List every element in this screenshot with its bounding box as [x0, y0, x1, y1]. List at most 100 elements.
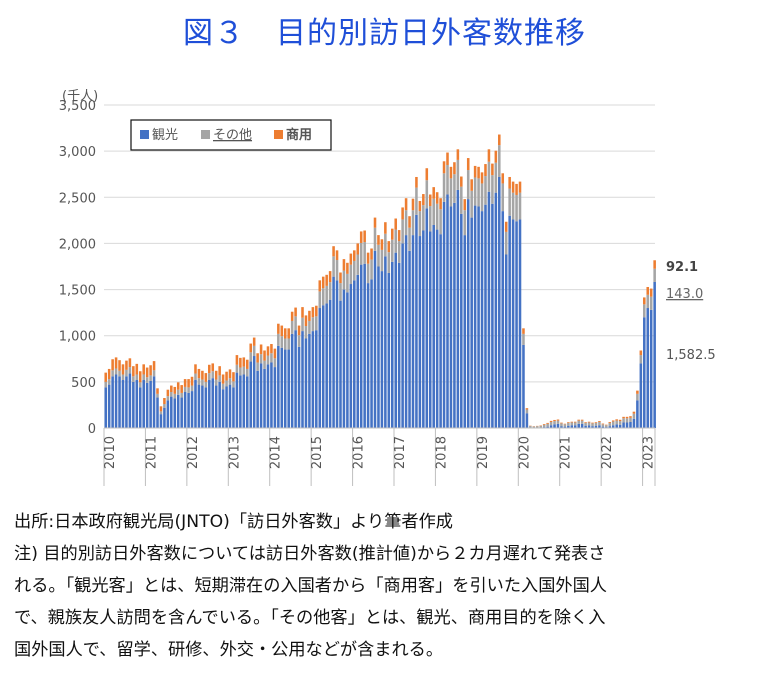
bar-segment-tourism: [246, 376, 249, 428]
bar-segment-other: [484, 176, 487, 205]
bar-segment-tourism: [297, 346, 301, 428]
notes-block: 出所:日本政府観光局(JNTO)「訪日外客数」より筆者作成 注) 目的別訪日外客…: [14, 506, 766, 666]
bar-segment-other: [190, 385, 194, 392]
legend: 観光 その他 商用: [130, 119, 332, 151]
bar-segment-business: [484, 164, 487, 177]
bar-segment-business: [511, 181, 515, 193]
bar-segment-tourism: [201, 385, 204, 428]
bar-segment-business: [380, 239, 384, 250]
bar-segment-tourism: [608, 426, 612, 428]
bar-segment-tourism: [466, 199, 470, 428]
bar-segment-tourism: [128, 373, 132, 428]
bar-segment-business: [487, 149, 491, 162]
bar-segment-tourism: [270, 362, 273, 428]
bar-segment-business: [408, 216, 411, 228]
bar-segment-business: [387, 241, 391, 253]
bar-segment-business: [132, 366, 135, 377]
bar-segment-business: [611, 420, 615, 422]
y-tick-label: 500: [71, 376, 96, 391]
bar-segment-tourism: [580, 423, 584, 428]
x-tick-label: 2022: [600, 436, 615, 469]
x-tick-label: 2010: [103, 436, 118, 469]
bar-segment-tourism: [225, 386, 228, 428]
bar-segment-business: [252, 337, 256, 346]
bar-segment-other: [208, 373, 211, 381]
bar-segment-tourism: [328, 299, 332, 428]
bar-segment-other: [349, 264, 353, 285]
bar-segment-tourism: [290, 333, 294, 428]
bar-segment-other: [601, 424, 605, 427]
bar-segment-business: [283, 328, 287, 339]
bar-segment-tourism: [422, 230, 425, 428]
bar-segment-other: [328, 282, 332, 300]
bar-segment-other: [460, 186, 463, 214]
bar-segment-other: [435, 203, 439, 230]
annotation-business-value: 92.1: [666, 260, 698, 275]
bar-segment-tourism: [563, 426, 567, 428]
x-tick-label: 2012: [186, 436, 201, 469]
bar-segment-other: [221, 383, 225, 390]
bar-segment-tourism: [266, 364, 270, 428]
bar-segment-other: [242, 366, 246, 375]
bar-segment-tourism: [442, 201, 446, 428]
bar-segment-tourism: [415, 214, 418, 428]
bar-segment-business: [553, 419, 556, 422]
bar-segment-tourism: [511, 219, 515, 428]
bar-segment-business: [246, 359, 249, 369]
bar-segment-other: [515, 194, 518, 222]
bar-segment-business: [556, 419, 560, 421]
bar-segment-business: [166, 389, 170, 397]
bar-segment-business: [546, 422, 549, 424]
bar-segment-other: [359, 242, 363, 265]
bar-segment-business: [422, 194, 425, 206]
bar-segment-business: [460, 176, 463, 187]
bar-segment-other: [132, 376, 135, 382]
bar-segment-tourism: [239, 375, 242, 428]
bar-segment-other: [653, 268, 656, 282]
bar-segment-business: [145, 367, 149, 378]
bar-segment-tourism: [332, 276, 335, 428]
bar-segment-tourism: [611, 425, 615, 428]
bar-segment-tourism: [208, 380, 211, 428]
bar-segment-tourism: [211, 378, 215, 428]
bar-segment-other: [128, 367, 132, 374]
bar-segment-tourism: [449, 206, 453, 428]
bar-segment-tourism: [594, 425, 598, 428]
bar-segment-tourism: [463, 235, 467, 428]
bar-segment-business: [308, 310, 311, 321]
bar-segment-other: [170, 392, 173, 397]
bar-segment-other: [228, 378, 232, 385]
bar-segment-tourism: [138, 387, 142, 428]
y-tick-label: 1,000: [59, 330, 96, 345]
bar-segment-tourism: [228, 384, 232, 428]
bar-segment-other: [118, 370, 121, 377]
bar-segment-business: [608, 422, 612, 423]
bar-segment-tourism: [473, 205, 477, 428]
bar-segment-tourism: [480, 211, 484, 428]
bar-segment-tourism: [349, 284, 353, 428]
bar-segment-tourism: [636, 400, 639, 428]
bar-segment-business: [273, 348, 277, 359]
bar-segment-other: [470, 190, 473, 218]
bar-segment-other: [622, 418, 625, 423]
bar-segment-other: [480, 183, 484, 212]
bar-segment-other: [570, 422, 574, 426]
bar-segment-other: [501, 183, 505, 212]
bar-segment-other: [246, 368, 249, 377]
bar-segment-business: [256, 353, 259, 363]
bar-segment-tourism: [453, 202, 456, 428]
x-tick-label: 2013: [227, 436, 242, 469]
annotation-tourism-value: 1,582.5: [666, 348, 716, 363]
bar-segment-other: [121, 374, 125, 381]
bar-segment-business: [138, 371, 142, 383]
bar-segment-other: [605, 425, 608, 428]
bar-segment-business: [321, 276, 325, 289]
bar-segment-tourism: [622, 422, 625, 428]
bar-segment-tourism: [649, 309, 653, 428]
bar-segment-business: [225, 371, 228, 381]
bar-segment-other: [183, 386, 187, 393]
bar-segment-tourism: [560, 426, 563, 428]
bar-segment-tourism: [397, 262, 401, 428]
bar-segment-business: [218, 366, 221, 376]
bar-segment-other: [107, 379, 111, 385]
